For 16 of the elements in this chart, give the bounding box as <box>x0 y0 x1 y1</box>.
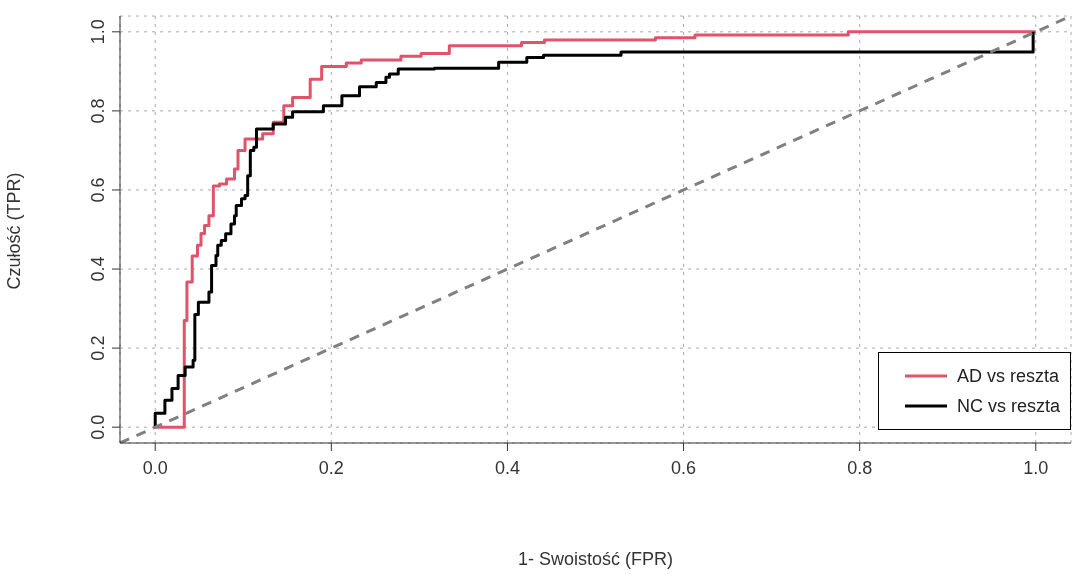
y-tick-label: 0.2 <box>88 335 108 361</box>
x-tick-label: 0.6 <box>671 457 697 478</box>
y-tick-label: 0.0 <box>88 414 108 440</box>
x-tick-label: 0.4 <box>494 457 520 478</box>
x-tick-label: 1.0 <box>1023 457 1049 478</box>
x-axis-title: 1- Swoistość (FPR) <box>517 549 674 569</box>
y-axis-title: Czułość (TPR) <box>4 172 25 290</box>
legend-label: AD vs reszta <box>955 364 1060 388</box>
x-tick-label: 0.0 <box>142 457 168 478</box>
legend-label: NC vs reszta <box>955 394 1060 418</box>
y-tick-label: 0.6 <box>88 177 108 203</box>
y-tick-label: 0.8 <box>88 98 108 124</box>
x-tick-label: 0.2 <box>318 457 344 478</box>
x-tick-label: 0.8 <box>847 457 873 478</box>
y-tick-label: 0.4 <box>88 256 108 282</box>
y-tick-label: 1.0 <box>88 19 108 45</box>
